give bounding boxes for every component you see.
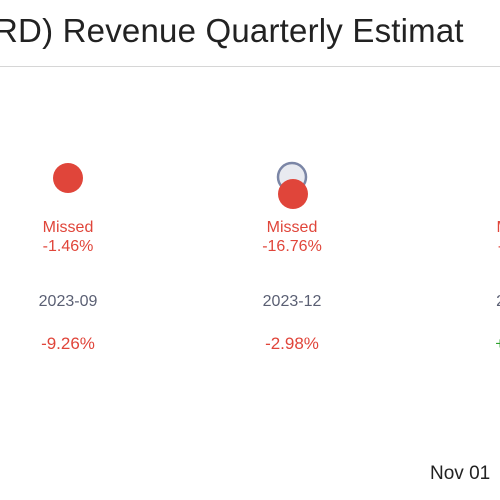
yoy-label: -2.98% [265,334,319,353]
result-label: Missed [43,219,94,236]
period-label: 20 [496,293,500,310]
chart-title: RD) Revenue Quarterly Estimat [0,12,464,49]
yoy-label: +2 [495,334,500,353]
surprise-label: -16.76% [262,238,322,255]
title-divider [0,66,500,67]
actual-marker [278,179,308,209]
result-label: Mi [497,219,500,236]
actual-marker [53,163,83,193]
footer-date: Nov 01 [430,463,491,484]
period-label: 2023-09 [39,293,98,310]
result-label: Missed [267,219,318,236]
surprise-label: -1.46% [43,238,94,255]
period-label: 2023-12 [263,293,322,310]
surprise-label: -1 [498,238,500,255]
yoy-label: -9.26% [41,334,95,353]
